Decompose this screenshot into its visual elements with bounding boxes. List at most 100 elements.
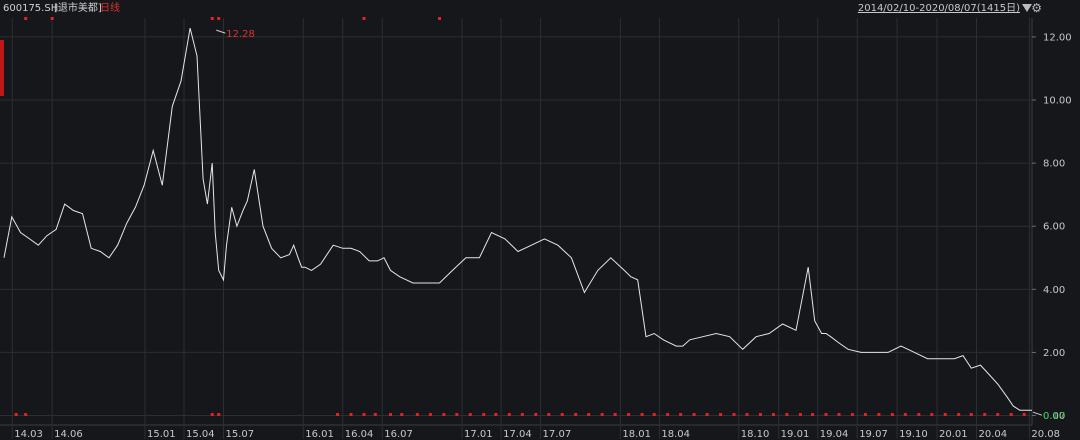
x-tick-label: 14.03	[14, 429, 43, 440]
event-marker	[943, 413, 947, 416]
event-marker	[442, 413, 446, 416]
event-marker	[560, 413, 564, 416]
side-marker-bar	[0, 40, 4, 96]
event-marker	[627, 413, 631, 416]
event-marker	[494, 413, 498, 416]
stock-name: [退市美都]	[54, 3, 102, 14]
y-axis: 0.00 2.00 4.00 6.00 8.00 10.00 12.00	[1032, 32, 1072, 422]
x-tick-label: 18.01	[622, 429, 651, 440]
y-tick-label: 6.00	[1043, 222, 1065, 233]
event-marker	[890, 413, 894, 416]
event-marker	[482, 413, 486, 416]
event-marker	[745, 413, 749, 416]
x-tick-label: 18.10	[741, 429, 770, 440]
event-marker	[996, 413, 1000, 416]
event-marker-top	[362, 17, 366, 20]
x-tick-label: 19.07	[859, 429, 888, 440]
event-markers	[14, 17, 1026, 416]
gear-icon[interactable]: ⚙	[1031, 1, 1042, 15]
event-marker	[336, 413, 340, 416]
event-marker	[349, 413, 353, 416]
x-tick-label: 16.04	[345, 429, 374, 440]
event-marker	[969, 413, 973, 416]
event-marker	[600, 413, 604, 416]
chart-header: 600175.SH [退市美都] 日线 2014/02/10-2020/08/0…	[0, 0, 1080, 18]
y-tick-label: 4.00	[1043, 285, 1065, 296]
event-marker	[587, 413, 591, 416]
event-marker	[877, 413, 881, 416]
event-marker	[798, 413, 802, 416]
event-marker	[362, 413, 366, 416]
event-marker	[455, 413, 459, 416]
x-tick-label: 16.01	[305, 429, 334, 440]
x-axis: 14.03 14.06 15.01 15.04 15.07 16.01 16.04 16.07…	[14, 429, 1060, 440]
y-tick-label: 2.00	[1043, 348, 1065, 359]
annotation-arrow	[1032, 411, 1043, 416]
event-marker	[217, 413, 221, 416]
event-marker	[14, 413, 18, 416]
annotation-arrow	[216, 29, 226, 34]
event-marker	[824, 413, 828, 416]
annotations: 12.28 0.17	[216, 29, 1065, 422]
event-marker	[785, 413, 789, 416]
date-range-label[interactable]: 2014/02/10-2020/08/07(1415日)	[857, 3, 1020, 14]
event-marker	[850, 413, 854, 416]
event-marker	[692, 413, 696, 416]
event-marker	[613, 413, 617, 416]
grid-lines	[0, 18, 1033, 439]
event-marker	[758, 413, 762, 416]
x-tick-label: 19.01	[781, 429, 810, 440]
event-marker	[679, 413, 683, 416]
x-tick-label: 16.07	[384, 429, 413, 440]
event-marker	[705, 413, 709, 416]
event-marker	[771, 413, 775, 416]
event-marker	[400, 413, 404, 416]
x-tick-label: 17.01	[464, 429, 493, 440]
event-marker	[24, 413, 28, 416]
y-tick-label: 8.00	[1043, 159, 1065, 170]
event-marker	[415, 413, 419, 416]
event-marker	[640, 413, 644, 416]
x-tick-label: 20.08	[1031, 429, 1060, 440]
max-value-label: 12.28	[226, 29, 255, 40]
event-marker	[574, 413, 578, 416]
x-tick-label: 14.06	[54, 429, 83, 440]
period-label[interactable]: 日线	[100, 3, 120, 14]
event-marker	[666, 413, 670, 416]
x-tick-label: 19.04	[820, 429, 849, 440]
event-marker-top	[24, 17, 28, 20]
event-marker	[388, 413, 392, 416]
event-marker	[1009, 413, 1013, 416]
x-tick-label: 15.04	[186, 429, 215, 440]
event-marker	[957, 413, 961, 416]
event-marker-top	[50, 17, 54, 20]
event-marker	[652, 413, 656, 416]
x-tick-label: 19.10	[899, 429, 928, 440]
event-marker	[507, 413, 511, 416]
y-tick-label: 10.00	[1043, 96, 1072, 107]
event-marker	[373, 413, 377, 416]
event-marker	[811, 413, 815, 416]
event-marker	[930, 413, 934, 416]
y-tick-label: 12.00	[1043, 32, 1072, 43]
event-marker	[732, 413, 736, 416]
y-tick-label: 0.00	[1043, 411, 1065, 422]
event-marker	[863, 413, 867, 416]
x-tick-label: 20.04	[978, 429, 1007, 440]
dropdown-triangle-icon[interactable]	[1022, 4, 1032, 12]
x-tick-label: 15.01	[147, 429, 176, 440]
event-marker	[428, 413, 432, 416]
event-marker	[917, 413, 921, 416]
event-marker	[210, 413, 214, 416]
price-series-line	[3, 27, 1032, 411]
x-tick-label: 17.07	[543, 429, 572, 440]
x-tick-label: 18.04	[661, 429, 690, 440]
x-tick-label: 20.01	[939, 429, 968, 440]
event-marker	[547, 413, 551, 416]
event-marker-top	[210, 17, 214, 20]
event-marker	[468, 413, 472, 416]
event-marker	[837, 413, 841, 416]
event-marker	[1022, 413, 1026, 416]
x-tick-label: 15.07	[225, 429, 254, 440]
